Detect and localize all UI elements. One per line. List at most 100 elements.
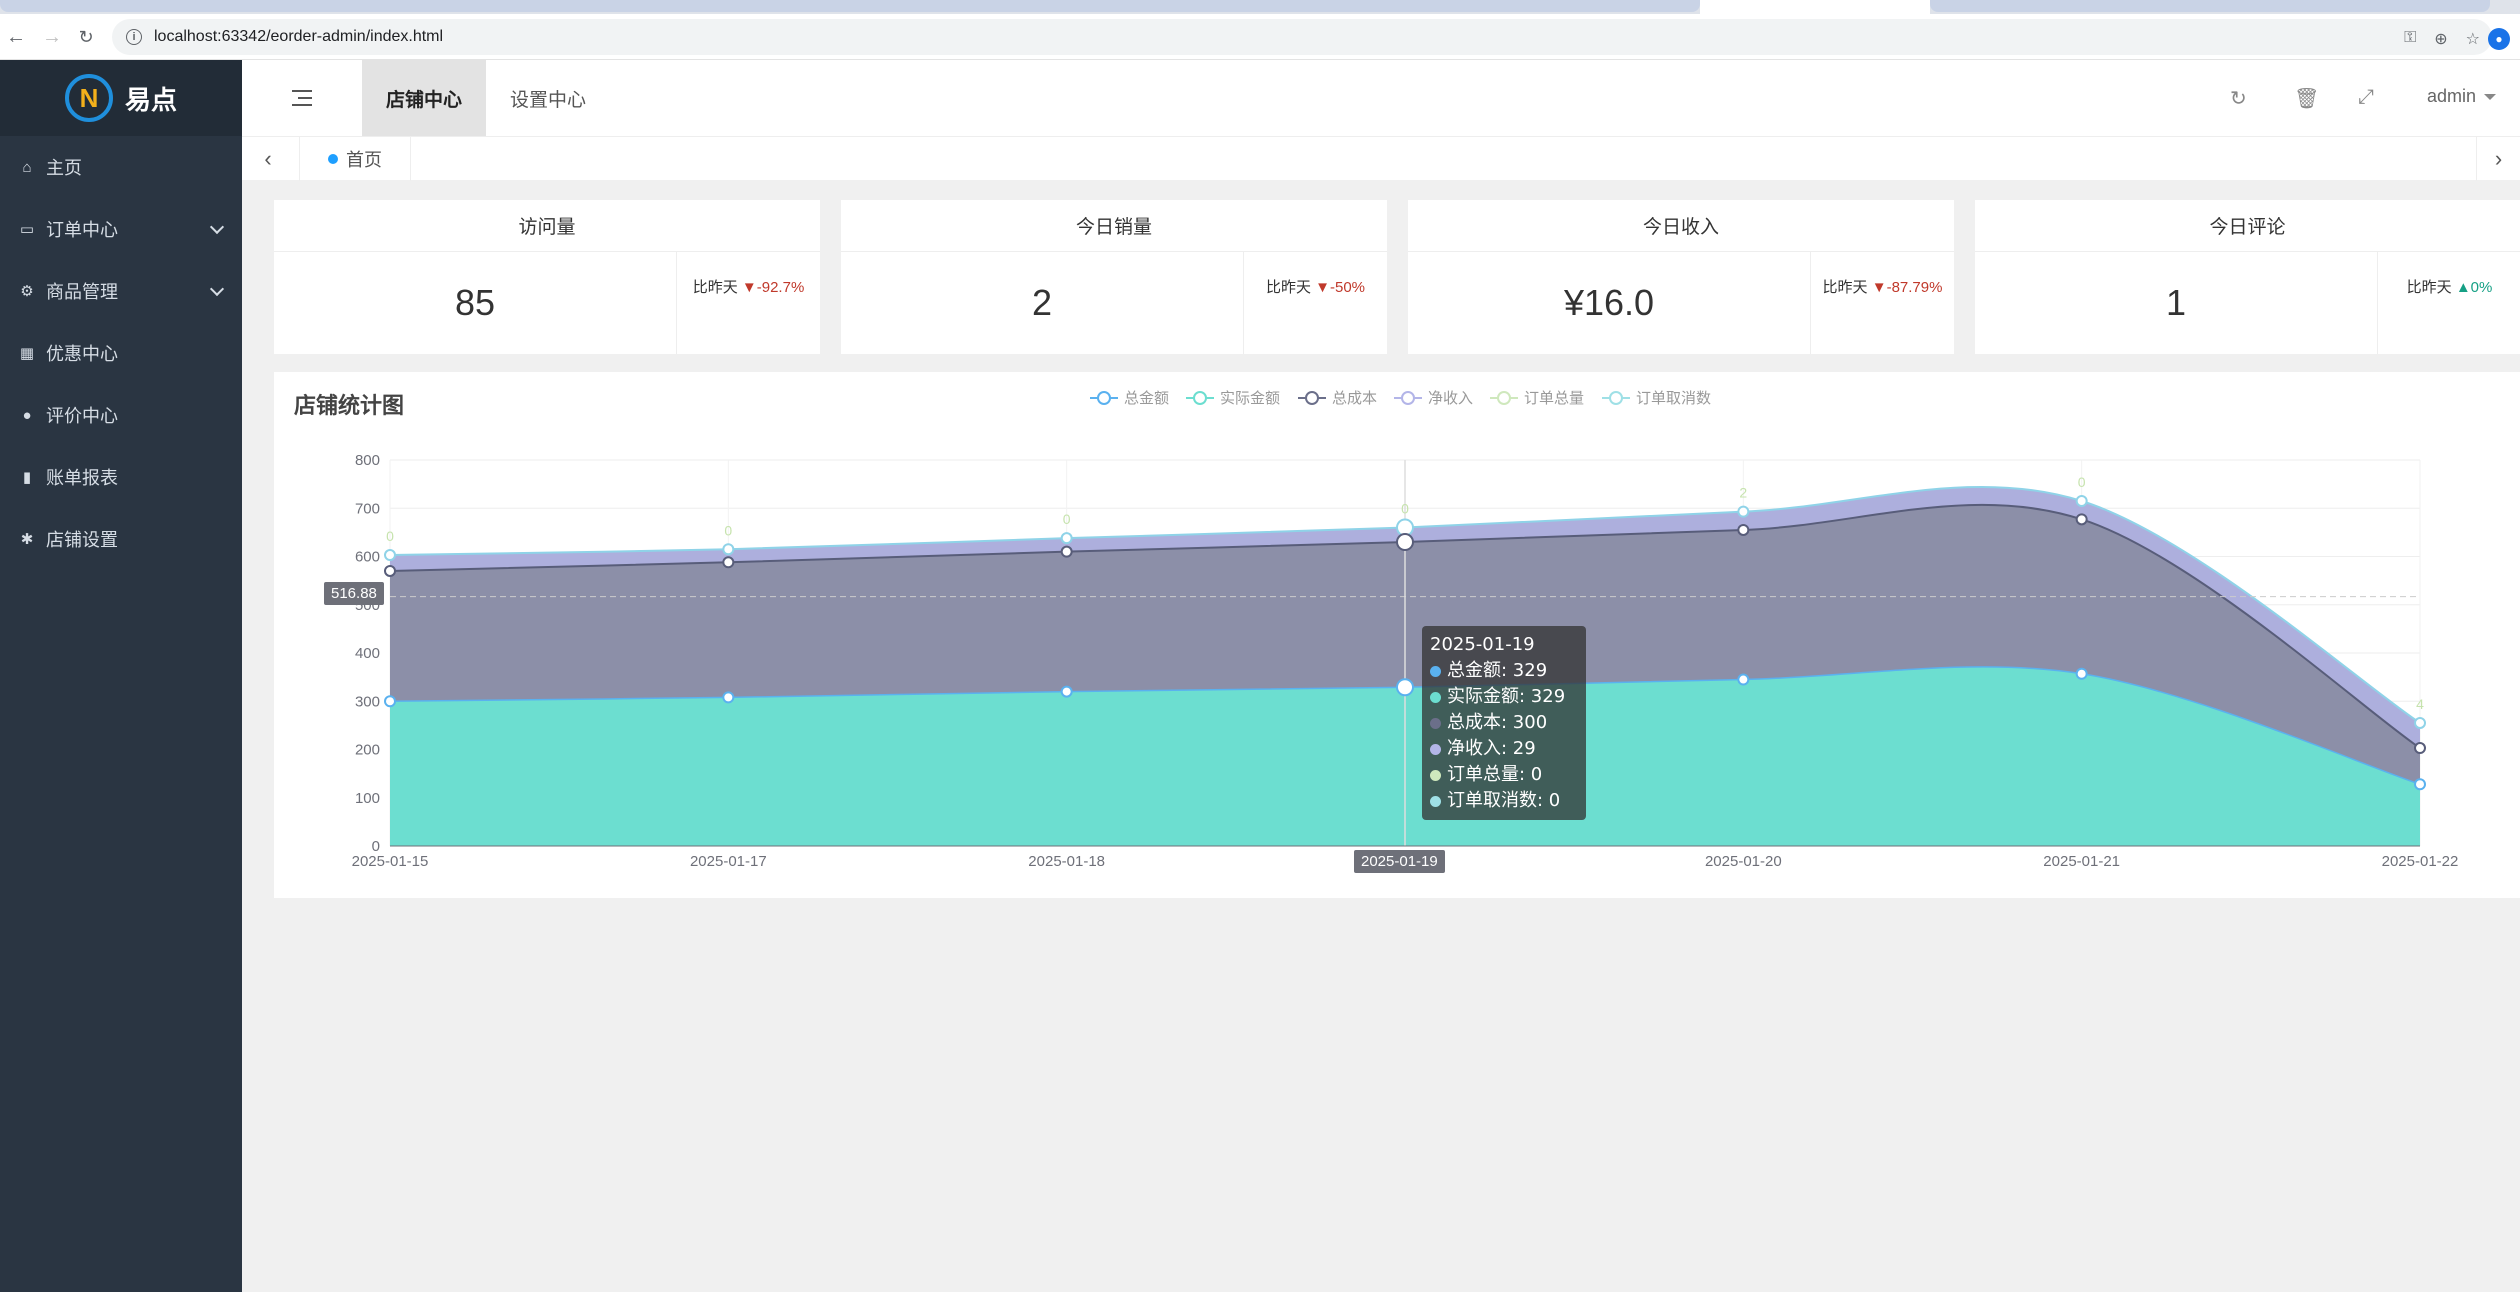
series-color-dot-icon: [1430, 769, 1441, 781]
legend-marker: [1193, 391, 1207, 405]
tooltip-title: 2025-01-19: [1430, 634, 1535, 655]
compare-label: 比昨天: [2406, 279, 2452, 296]
sidebar-item-orders[interactable]: ▭ 订单中心: [0, 198, 242, 260]
x-tick-label: 2025-01-21: [2043, 853, 2120, 870]
browser-tab-strip: [0, 0, 2520, 14]
card-compare: 比昨天 ▼-50%: [1243, 252, 1387, 354]
trend-down-icon: ▼: [1315, 279, 1330, 296]
crosshair-y-label: 516.88: [324, 582, 384, 605]
back-arrow-icon[interactable]: ←: [6, 25, 26, 48]
sidebar-item-label: 优惠中心: [46, 344, 118, 364]
change-value: -92.7%: [756, 279, 805, 296]
x-tick-label: 2025-01-17: [690, 853, 767, 870]
bookmark-star-icon[interactable]: ☆: [2465, 31, 2480, 48]
zoom-icon[interactable]: ⊕: [2434, 31, 2448, 48]
stat-card-reviews: 今日评论 1 比昨天 ▲0%: [1975, 200, 2520, 354]
sidebar-item-shop-settings[interactable]: ✱ 店铺设置: [0, 508, 242, 570]
legend-item: 总成本: [1332, 389, 1377, 407]
point-actual: [1737, 673, 1750, 686]
page-tab-home[interactable]: 首页: [299, 137, 411, 181]
top-header: 店铺中心 设置中心 ↻ 🗑 ⤢ admin: [242, 60, 2520, 136]
sidebar-item-label: 评价中心: [46, 406, 118, 426]
sidebar-item-label: 商品管理: [46, 282, 118, 302]
key-icon[interactable]: ⚿: [2404, 29, 2417, 46]
legend-item: 实际金额: [1220, 389, 1280, 407]
url-text: localhost:63342/eorder-admin/index.html: [154, 28, 444, 45]
forward-arrow-icon[interactable]: →: [42, 25, 62, 48]
profile-avatar-icon[interactable]: ●: [2488, 28, 2510, 50]
comments-icon: ●: [22, 406, 32, 424]
point-cost: [722, 556, 735, 569]
change-value: 0%: [2470, 279, 2493, 296]
sidebar-item-label: 订单中心: [46, 220, 118, 240]
legend-item: 净收入: [1428, 389, 1473, 407]
chevron-down-icon: [209, 281, 225, 297]
sidebar-item-reports[interactable]: ▮ 账单报表: [0, 446, 242, 508]
chevron-down-icon: [209, 219, 225, 235]
sidebar-item-products[interactable]: ⚙ 商品管理: [0, 260, 242, 322]
trash-icon[interactable]: 🗑: [2294, 88, 2320, 110]
point-actual: [384, 695, 396, 708]
logo-text: 易点: [124, 84, 177, 115]
tab-shop-center[interactable]: 店铺中心: [362, 60, 486, 136]
calendar-icon: ▦: [19, 345, 35, 362]
menu-toggle-icon[interactable]: [292, 90, 312, 106]
url-field[interactable]: i localhost:63342/eorder-admin/index.htm…: [112, 19, 2492, 55]
browser-tab-background[interactable]: [0, 0, 1700, 12]
card-value: 85: [454, 282, 496, 323]
stat-card-sales: 今日销量 2 比昨天 ▼-50%: [841, 200, 1387, 354]
legend-item: 订单取消数: [1636, 389, 1711, 407]
tooltip-row: 订单取消数: 0: [1430, 788, 1578, 814]
tooltip-row: 实际金额: 329: [1430, 684, 1578, 710]
tab-settings-center[interactable]: 设置中心: [509, 89, 586, 111]
trend-down-icon: ▼: [741, 279, 757, 296]
stat-card-income: 今日收入 ¥16.0 比昨天 ▼-87.79%: [1408, 200, 1954, 354]
point-cost: [1737, 523, 1750, 536]
reload-icon[interactable]: ↻: [78, 26, 94, 47]
point-total: [2075, 495, 2088, 508]
page-tabs-bar: ‹ 首页 ›: [242, 136, 2520, 181]
tooltip-row-text: 订单总量: 0: [1447, 764, 1543, 785]
site-info-icon[interactable]: i: [126, 29, 142, 45]
x-tick-label: 2025-01-18: [1028, 853, 1105, 870]
chart-tooltip: 2025-01-19 总金额: 329 实际金额: 329 总成本: 300 净收入:…: [1422, 626, 1586, 820]
order-count-label: 0: [2078, 474, 2086, 490]
point-actual: [722, 691, 735, 704]
user-menu[interactable]: admin: [2427, 86, 2496, 107]
point-actual: [1060, 685, 1073, 698]
y-tick-label: 100: [355, 790, 380, 807]
logo[interactable]: N 易点: [0, 60, 242, 136]
change-value: -50%: [1330, 279, 1366, 296]
card-value: ¥16.0: [1563, 282, 1655, 323]
browser-tab-active[interactable]: [1700, 0, 1930, 14]
sidebar-item-reviews[interactable]: ● 评价中心: [0, 384, 242, 446]
point-actual: [2414, 778, 2426, 791]
scroll-left-icon[interactable]: ‹: [264, 146, 272, 171]
x-tick-label: 2025-01-22: [2382, 853, 2459, 870]
stat-card-visits: 访问量 85 比昨天 ▼-92.7%: [274, 200, 820, 354]
y-tick-label: 400: [355, 645, 380, 662]
bar-chart-icon: ▮: [22, 469, 32, 486]
series-color-dot-icon: [1430, 665, 1441, 677]
sidebar-item-label: 账单报表: [46, 468, 118, 488]
trend-up-icon: ▲: [2455, 279, 2471, 296]
url-actions: ⚿ ⊕ ☆: [2404, 29, 2480, 49]
order-count-label: 0: [1401, 501, 1409, 517]
refresh-icon[interactable]: ↻: [2230, 88, 2247, 110]
sidebar-item-home[interactable]: ⌂ 主页: [0, 136, 242, 198]
point-total: [722, 543, 735, 556]
card-value: 2: [1031, 282, 1053, 323]
legend-item: 订单总量: [1524, 389, 1584, 407]
crosshair-x-label: 2025-01-19: [1354, 850, 1445, 873]
scroll-right-icon[interactable]: ›: [2476, 137, 2520, 181]
credit-card-icon: ▭: [19, 221, 35, 238]
shop-stats-chart-panel: 0 100 200 300 400 500 600 700 800 0 0 0 0 2 0 4 2025-01-…: [274, 372, 2520, 898]
sidebar-item-promotions[interactable]: ▦ 优惠中心: [0, 322, 242, 384]
tooltip-row-text: 总成本: 300: [1447, 712, 1548, 733]
sidebar: N 易点 ⌂ 主页 ▭ 订单中心 ⚙ 商品管理 ▦ 优惠中心 ● 评价中心 ▮ …: [0, 60, 242, 1292]
series-color-dot-icon: [1430, 743, 1441, 755]
browser-tab-background-right[interactable]: [1930, 0, 2490, 12]
point-total: [1060, 532, 1073, 545]
fullscreen-icon[interactable]: ⤢: [2358, 86, 2374, 108]
